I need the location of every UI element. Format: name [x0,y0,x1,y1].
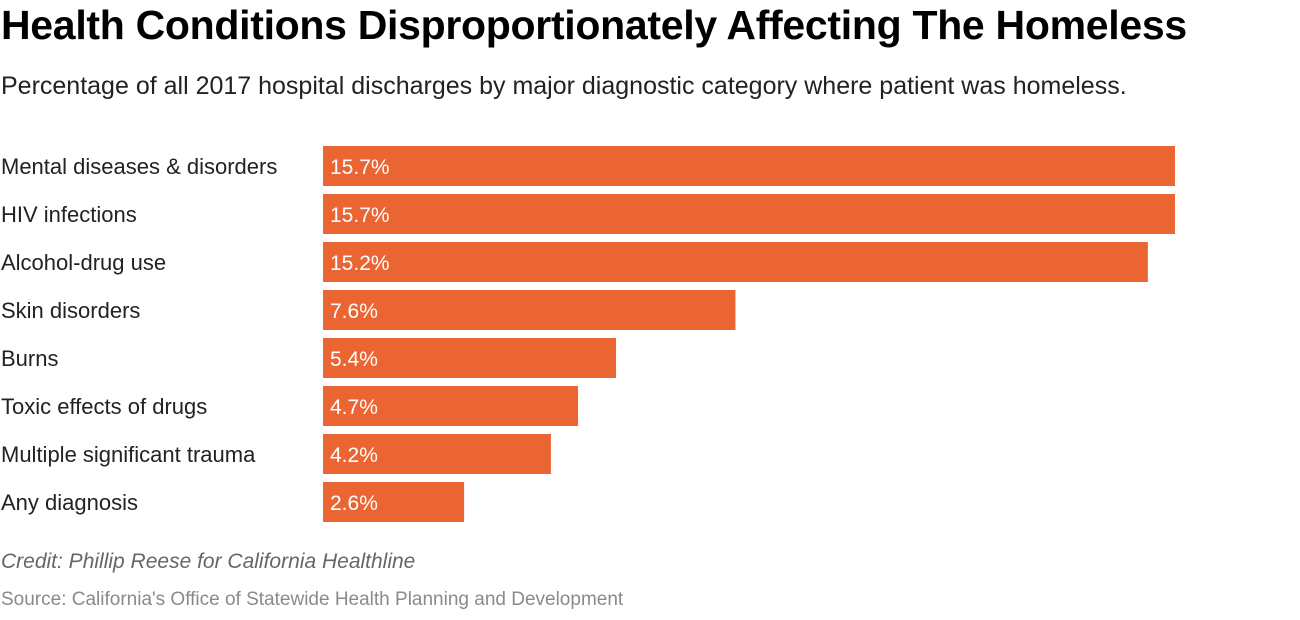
bar-row: HIV infections 15.7% [1,194,1175,234]
category-label: Alcohol-drug use [1,250,166,275]
chart-subtitle: Percentage of all 2017 hospital discharg… [1,72,1127,100]
chart-credit: Credit: Phillip Reese for California Hea… [1,550,416,573]
bar [323,386,579,426]
bar [323,194,1175,234]
value-label: 15.7% [330,156,390,179]
category-label: Skin disorders [1,298,140,323]
category-label: Any diagnosis [1,490,138,515]
category-label: Multiple significant trauma [1,442,256,467]
bar-row: Multiple significant trauma 4.2% [1,434,551,474]
category-label: Mental diseases & disorders [1,154,277,179]
bar-row: Burns 5.4% [1,338,617,378]
bar [323,242,1148,282]
bar-row: Skin disorders 7.6% [1,290,736,330]
bar [323,482,465,522]
value-label: 15.2% [330,252,390,275]
bar [323,290,736,330]
chart-source: Source: California's Office of Statewide… [1,589,624,610]
bar-row: Mental diseases & disorders 15.7% [1,146,1175,186]
value-label: 7.6% [330,300,378,323]
value-label: 5.4% [330,348,378,371]
value-label: 2.6% [330,492,378,515]
category-label: Burns [1,346,58,371]
bar-row: Any diagnosis 2.6% [1,482,465,522]
bar-row: Toxic effects of drugs 4.7% [1,386,579,426]
bar [323,146,1175,186]
bar-row: Alcohol-drug use 15.2% [1,242,1148,282]
chart-title: Health Conditions Disproportionately Aff… [1,2,1187,48]
value-label: 4.2% [330,444,378,467]
bar-chart: Mental diseases & disorders 15.7%HIV infe… [1,146,1175,522]
bar [323,434,551,474]
value-label: 15.7% [330,204,390,227]
value-label: 4.7% [330,396,378,419]
category-label: HIV infections [1,202,137,227]
bar [323,338,617,378]
category-label: Toxic effects of drugs [1,394,207,419]
